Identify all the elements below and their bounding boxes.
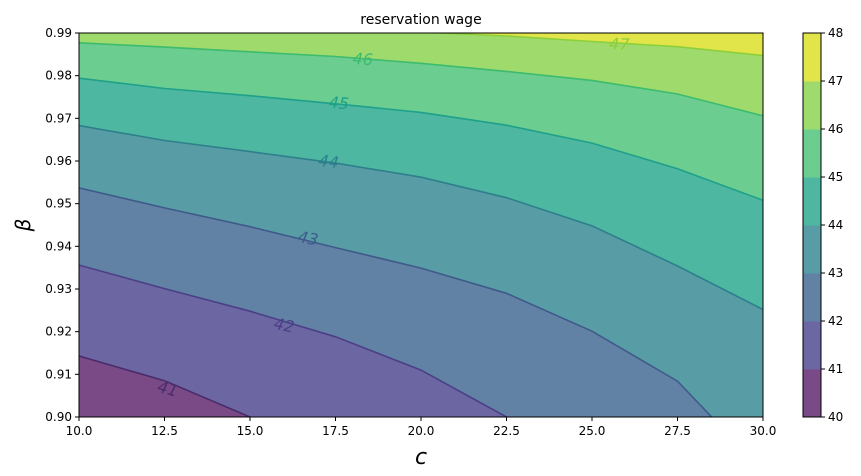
colorbar-tick-label: 41 (828, 362, 843, 376)
colorbar-band (803, 369, 821, 418)
x-axis: 10.0 12.5 15.0 17.5 20.0 22.5 25.0 27.5 30.0 (66, 417, 777, 438)
colorbar-tick-label: 47 (828, 74, 843, 88)
x-tick-label: 10.0 (66, 424, 93, 438)
x-tick-label: 20.0 (408, 424, 435, 438)
chart-title: reservation wage (360, 12, 481, 28)
y-tick-label: 0.90 (45, 410, 72, 424)
colorbar: 40 41 42 43 44 45 46 47 48 (802, 26, 843, 424)
y-tick-label: 0.96 (45, 154, 72, 168)
x-tick-label: 22.5 (493, 424, 520, 438)
colorbar-tick-label: 44 (828, 218, 843, 232)
contour-line-47 (438, 33, 763, 57)
contour-lines (79, 33, 763, 417)
x-tick-label: 17.5 (322, 424, 349, 438)
contour-label-43: 43 (296, 227, 320, 250)
y-tick-label: 0.91 (45, 367, 72, 381)
contour-line-46 (79, 42, 763, 117)
y-tick-label: 0.99 (45, 26, 72, 40)
y-axis: 0.90 0.91 0.92 0.93 0.94 0.95 0.96 0.97 0.98 0.99 (45, 26, 79, 424)
contour-line-44 (79, 124, 763, 311)
contour-band-47 (438, 33, 763, 56)
colorbar-tick-label: 48 (828, 26, 843, 40)
x-tick-label: 15.0 (237, 424, 264, 438)
contour-line-41 (79, 355, 251, 417)
contour-band-46 (79, 33, 763, 116)
contour-label-47: 47 (609, 34, 631, 54)
contour-line-43 (79, 187, 713, 417)
colorbar-band (803, 177, 821, 226)
x-axis-label: c (415, 445, 427, 470)
x-tick-label: 25.0 (579, 424, 606, 438)
y-axis-label: β (11, 218, 35, 232)
colorbar-band (803, 225, 821, 274)
y-tick-label: 0.93 (45, 282, 72, 296)
colorbar-tick-label: 42 (828, 314, 843, 328)
y-tick-label: 0.92 (45, 325, 72, 339)
contour-label-46: 46 (352, 49, 374, 69)
colorbar-tick-label: 46 (828, 122, 843, 136)
colorbar-tick-label: 43 (828, 266, 843, 280)
y-tick-label: 0.97 (45, 111, 72, 125)
colorbar-band (803, 273, 821, 322)
x-tick-label: 27.5 (664, 424, 691, 438)
x-tick-label: 12.5 (151, 424, 178, 438)
colorbar-tick-label: 45 (828, 170, 843, 184)
contour-labels: 41 42 43 44 45 46 47 (155, 34, 630, 401)
y-tick-label: 0.98 (45, 69, 72, 83)
contour-line-45 (79, 77, 763, 202)
y-tick-label: 0.95 (45, 197, 72, 211)
colorbar-band (803, 321, 821, 370)
colorbar-tick-label: 40 (828, 410, 843, 424)
contour-label-42: 42 (272, 314, 296, 337)
x-tick-label: 30.0 (750, 424, 777, 438)
contour-label-44: 44 (317, 151, 340, 172)
contour-label-45: 45 (328, 93, 350, 114)
plot-area: 41 42 43 44 45 46 47 (79, 33, 763, 417)
colorbar-band (803, 33, 821, 82)
colorbar-band (803, 81, 821, 130)
colorbar-band (803, 129, 821, 178)
contour-fills (79, 33, 763, 417)
contour-line-42 (79, 264, 507, 417)
y-tick-label: 0.94 (45, 239, 72, 253)
contour-label-41: 41 (155, 377, 180, 401)
